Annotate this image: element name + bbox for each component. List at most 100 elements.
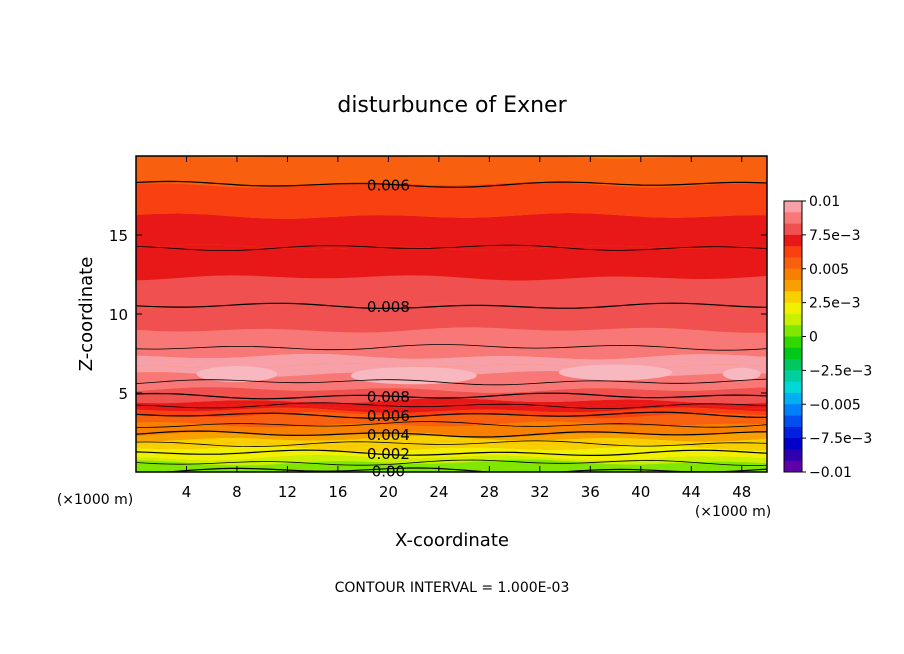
colorbar-swatch	[784, 426, 802, 439]
colorbar-tick-label: 0.005	[809, 262, 849, 278]
chart-title: disturbunce of Exner	[337, 93, 567, 118]
contour-line	[136, 402, 767, 409]
y-axis-title: Z-coordinate	[76, 257, 97, 372]
x-tick-label: 32	[530, 483, 549, 501]
colorbar-tick-label: −0.01	[809, 465, 852, 481]
colorbar-swatch	[784, 268, 802, 281]
colorbar-swatch	[784, 460, 802, 473]
colorbar-swatch	[784, 404, 802, 417]
colorbar-swatch	[784, 381, 802, 394]
high-value-blob	[350, 366, 477, 385]
contour-interval-note: CONTOUR INTERVAL = 1.000E-03	[335, 580, 570, 596]
x-tick-label: 48	[732, 483, 751, 501]
contour-line	[136, 302, 767, 309]
contour-band	[136, 244, 767, 281]
contour-band	[136, 426, 767, 437]
colorbar-swatch	[784, 347, 802, 360]
y-unit-label: (×1000 m)	[57, 492, 133, 508]
x-tick-label: 8	[232, 483, 242, 501]
contour-label: 0.004	[367, 426, 410, 444]
colorbar-swatch	[784, 313, 802, 326]
contour-band	[136, 182, 767, 219]
contour-line	[136, 344, 767, 351]
contour-band	[136, 275, 767, 309]
contour-band	[136, 398, 767, 409]
y-tick-label: 15	[109, 227, 128, 245]
high-value-blob	[558, 364, 673, 381]
contour-line	[136, 392, 767, 400]
colorbar-swatch	[784, 291, 802, 304]
x-tick-label: 40	[631, 483, 650, 501]
contour-label: 0.008	[367, 388, 410, 406]
contour-line	[156, 467, 767, 472]
high-value-blob	[722, 367, 761, 381]
contour-band	[136, 421, 767, 433]
colorbar-tick-label: 2.5e−3	[809, 296, 861, 312]
x-tick-label: 36	[581, 483, 600, 501]
x-tick-label: 28	[480, 483, 499, 501]
x-unit-label: (×1000 m)	[695, 504, 771, 520]
contour-label: 0.006	[367, 176, 410, 194]
contour-line	[136, 440, 767, 448]
y-tick-label: 5	[118, 385, 128, 403]
x-tick-label: 20	[379, 483, 398, 501]
colorbar-swatch	[784, 302, 802, 315]
contour-line	[136, 378, 767, 386]
colorbar-tick-label: −2.5e−3	[809, 363, 872, 379]
contour-label: 0.002	[367, 445, 410, 463]
colorbar-swatch	[784, 449, 802, 462]
contour-label: 0.006	[367, 407, 410, 425]
contour-band	[136, 387, 767, 400]
colorbar-swatch	[784, 325, 802, 337]
colorbar-swatch	[784, 370, 802, 383]
contour-band	[136, 327, 767, 351]
contour-band	[136, 450, 767, 461]
x-axis-title: X-coordinate	[395, 530, 509, 551]
colorbar-tick-label: 0	[809, 330, 818, 346]
y-tick-label: 10	[109, 306, 128, 324]
contour-band	[136, 412, 767, 423]
colorbar-tick-label: 7.5e−3	[809, 228, 861, 244]
contour-band	[136, 445, 767, 456]
contour-line	[136, 430, 767, 438]
colorbar-tick-label: 0.01	[809, 194, 840, 210]
colorbar-swatch	[784, 392, 802, 405]
contour-band	[136, 435, 767, 447]
contour-band	[136, 459, 767, 470]
contour-line	[136, 459, 767, 466]
contour-line	[136, 411, 767, 419]
contour-line	[136, 421, 767, 428]
colorbar-swatch	[784, 212, 802, 225]
contour-band	[136, 156, 767, 188]
colorbar-swatch	[784, 438, 802, 450]
colorbar-swatch	[784, 336, 802, 349]
colorbar-swatch	[784, 246, 802, 258]
contour-band	[136, 213, 767, 251]
x-tick-label: 12	[278, 483, 297, 501]
plot-area	[136, 156, 767, 472]
contour-band	[136, 407, 767, 419]
colorbar-swatch	[784, 359, 802, 371]
contour-band	[136, 403, 767, 413]
x-tick-label: 44	[682, 483, 701, 501]
colorbar-swatch	[784, 415, 802, 428]
contour-band	[136, 441, 767, 452]
x-tick-label: 4	[182, 483, 192, 501]
contour-band	[136, 344, 767, 360]
x-tick-label: 24	[429, 483, 448, 501]
contour-band	[136, 379, 767, 393]
x-tick-label: 16	[328, 483, 347, 501]
contour-line	[136, 180, 767, 188]
colorbar-swatch	[784, 234, 802, 247]
high-value-blob	[196, 366, 278, 382]
colorbar-tick-label: −0.005	[809, 397, 861, 413]
colorbar-swatch	[784, 201, 802, 213]
contour-band	[136, 303, 767, 333]
colorbar-swatch	[784, 280, 802, 292]
colorbar-swatch	[784, 257, 802, 270]
contour-label: 0.008	[367, 298, 410, 316]
colorbar-tick-label: −7.5e−3	[809, 431, 872, 447]
colorbar-swatch	[784, 223, 802, 236]
contour-line	[136, 449, 767, 456]
